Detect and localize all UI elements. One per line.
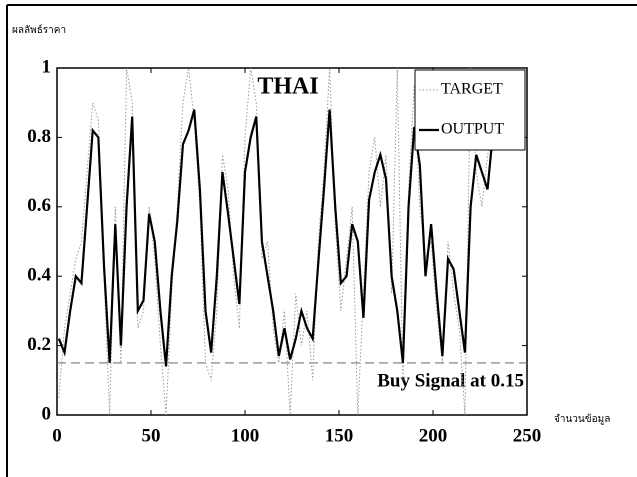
x-tick-label: 200 xyxy=(419,425,448,446)
y-tick-label: 0 xyxy=(42,403,52,424)
series-line xyxy=(58,67,494,416)
y-tick-label: 0.8 xyxy=(27,126,51,147)
y-tick-label: 0.2 xyxy=(27,334,51,355)
x-tick-label: 250 xyxy=(513,425,542,446)
legend-label: TARGET xyxy=(441,81,503,98)
x-tick-label: 0 xyxy=(52,425,62,446)
x-tick-label: 100 xyxy=(231,425,260,446)
x-tick-label: 150 xyxy=(325,425,354,446)
plot-area xyxy=(56,67,528,416)
chart-title: THAI xyxy=(257,74,318,100)
x-tick-label: 50 xyxy=(142,425,161,446)
series-line xyxy=(57,109,495,367)
annotation: Buy Signal at 0.15 xyxy=(377,370,524,391)
y-tick-label: 1 xyxy=(42,56,52,77)
y-tick-label: 0.4 xyxy=(27,265,51,286)
legend-box xyxy=(414,69,526,151)
y-axis-label: ผลลัพธ์ราคา xyxy=(12,24,66,36)
y-tick-label: 0.6 xyxy=(27,195,51,216)
legend-label: OUTPUT xyxy=(441,121,504,138)
x-axis-label: จำนวนข้อมูล xyxy=(554,413,610,425)
